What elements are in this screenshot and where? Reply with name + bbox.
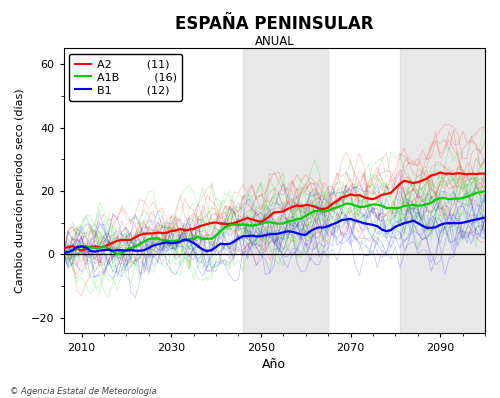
- Text: © Agencia Estatal de Meteorología: © Agencia Estatal de Meteorología: [10, 387, 156, 396]
- X-axis label: Año: Año: [262, 358, 286, 371]
- Bar: [400, 49, 485, 334]
- Bar: [243, 49, 328, 334]
- Y-axis label: Cambio duración periodo seco (días): Cambio duración periodo seco (días): [15, 89, 26, 293]
- Legend: A2          (11), A1B          (16), B1          (12): A2 (11), A1B (16), B1 (12): [69, 54, 182, 101]
- Text: ANUAL: ANUAL: [254, 35, 294, 48]
- Title: ESPAÑA PENINSULAR: ESPAÑA PENINSULAR: [175, 15, 374, 33]
